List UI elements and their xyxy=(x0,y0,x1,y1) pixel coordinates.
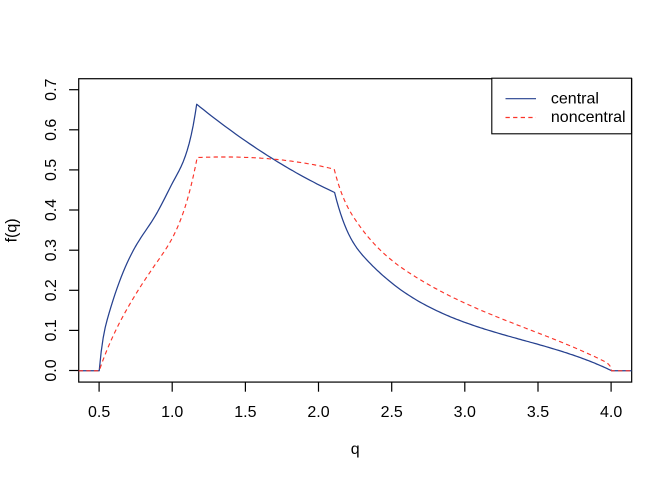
svg-text:0.5: 0.5 xyxy=(88,404,110,421)
svg-text:2.5: 2.5 xyxy=(381,404,403,421)
svg-text:1.0: 1.0 xyxy=(161,404,183,421)
svg-text:0.5: 0.5 xyxy=(43,159,60,181)
svg-text:0.3: 0.3 xyxy=(43,239,60,261)
svg-text:1.5: 1.5 xyxy=(234,404,256,421)
svg-text:f(q): f(q) xyxy=(4,218,21,242)
svg-text:4.0: 4.0 xyxy=(600,404,622,421)
svg-text:0.6: 0.6 xyxy=(43,119,60,141)
svg-text:0.0: 0.0 xyxy=(43,359,60,381)
svg-text:0.1: 0.1 xyxy=(43,319,60,341)
svg-text:3.5: 3.5 xyxy=(527,404,549,421)
svg-text:0.2: 0.2 xyxy=(43,279,60,301)
svg-text:2.0: 2.0 xyxy=(307,404,329,421)
svg-text:central: central xyxy=(551,90,599,107)
svg-text:noncentral: noncentral xyxy=(551,109,626,126)
svg-text:0.4: 0.4 xyxy=(43,199,60,221)
svg-text:q: q xyxy=(351,441,360,458)
svg-text:3.0: 3.0 xyxy=(454,404,476,421)
svg-text:0.7: 0.7 xyxy=(43,78,60,100)
